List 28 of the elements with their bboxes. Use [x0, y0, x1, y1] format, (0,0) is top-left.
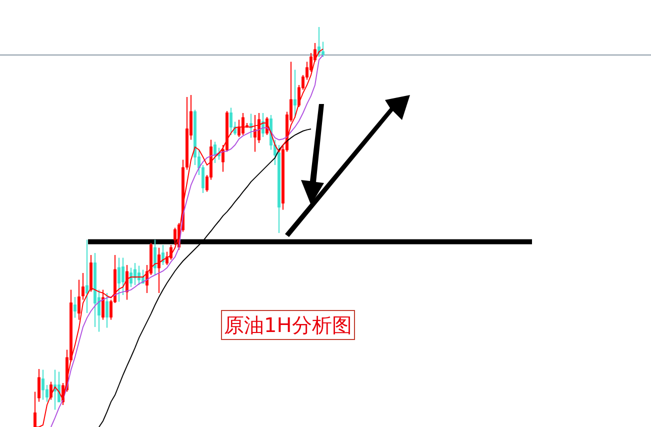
candlestick — [102, 289, 104, 320]
candlestick — [54, 369, 56, 410]
candlestick — [90, 254, 92, 292]
annotation: 原油1H分析图 — [224, 313, 352, 337]
candlestick — [294, 69, 296, 118]
candlestick — [118, 257, 120, 302]
candlestick — [254, 114, 256, 152]
candlestick — [230, 107, 232, 136]
candlestick — [38, 368, 40, 402]
candlestick — [214, 141, 216, 164]
candlestick — [126, 264, 128, 300]
candlestick — [86, 239, 88, 314]
candlestick — [138, 265, 140, 286]
candlestick — [242, 112, 244, 136]
candlestick — [158, 247, 160, 294]
candlestick — [82, 272, 84, 300]
candlestick — [318, 26, 320, 58]
candlestick — [154, 239, 156, 276]
candlestick — [162, 244, 164, 266]
candlestick — [134, 262, 136, 286]
candlestick — [74, 296, 76, 318]
candlestick — [78, 279, 80, 320]
candlestick — [50, 381, 52, 400]
candlestick — [106, 292, 108, 328]
candlestick — [186, 96, 188, 170]
candlestick — [42, 369, 44, 400]
candlestick — [130, 267, 132, 288]
candlestick — [250, 113, 252, 138]
